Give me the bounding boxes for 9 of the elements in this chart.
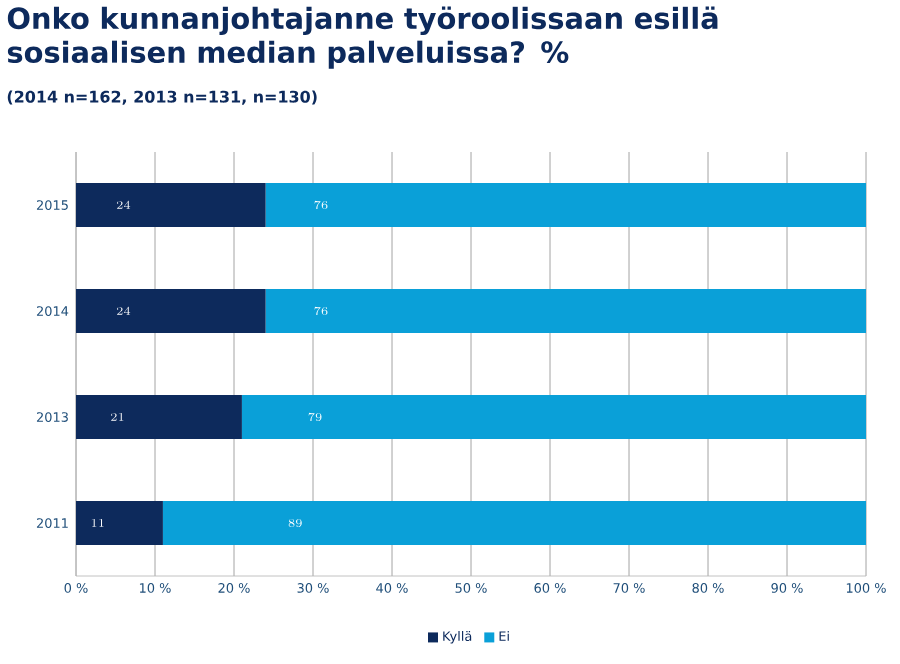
bar (76, 501, 163, 546)
bar (241, 395, 867, 440)
bar (76, 395, 242, 440)
bar (265, 183, 867, 228)
bar (162, 501, 867, 546)
bar (76, 183, 266, 228)
bar (76, 289, 266, 334)
chart-title: Onko kunnanjohtajanne työroolissaan esillä sosiaalisen median palveluissa? % (7, 6, 718, 69)
bar (265, 289, 867, 334)
